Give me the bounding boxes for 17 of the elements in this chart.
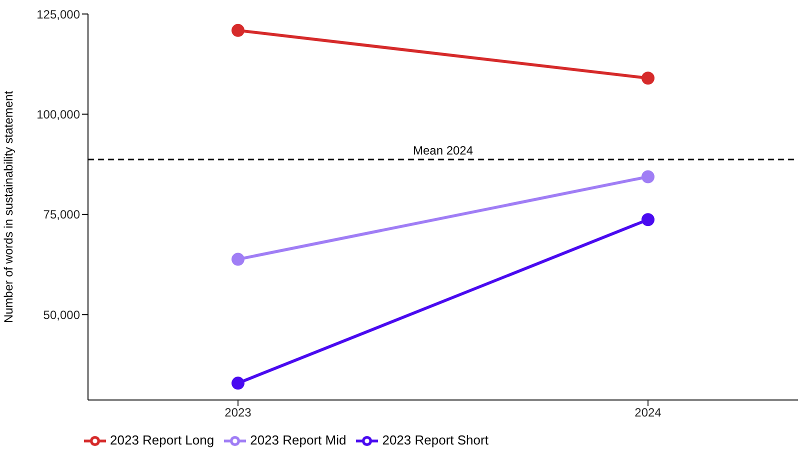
point (642, 72, 654, 85)
point (232, 252, 244, 266)
legend-label: 2023 Report Short (382, 432, 488, 448)
point (232, 24, 244, 37)
y-tick-label: 125,000 (36, 7, 80, 22)
y-tick-label: 75,000 (43, 208, 80, 222)
x-tick-label: 2023 (224, 406, 252, 420)
point (642, 170, 654, 184)
y-axis-title: Number of words in sustainability statement (1, 90, 16, 324)
y-tick-label: 100,000 (36, 107, 80, 122)
x-tick-label: 2024 (634, 406, 662, 420)
legend-label: 2023 Report Mid (250, 432, 346, 448)
point (642, 213, 654, 226)
legend-label: 2023 Report Long (110, 432, 214, 448)
y-tick-label: 50,000 (43, 308, 80, 322)
ref-line-label: Mean 2024 (412, 144, 474, 158)
point (232, 376, 244, 390)
